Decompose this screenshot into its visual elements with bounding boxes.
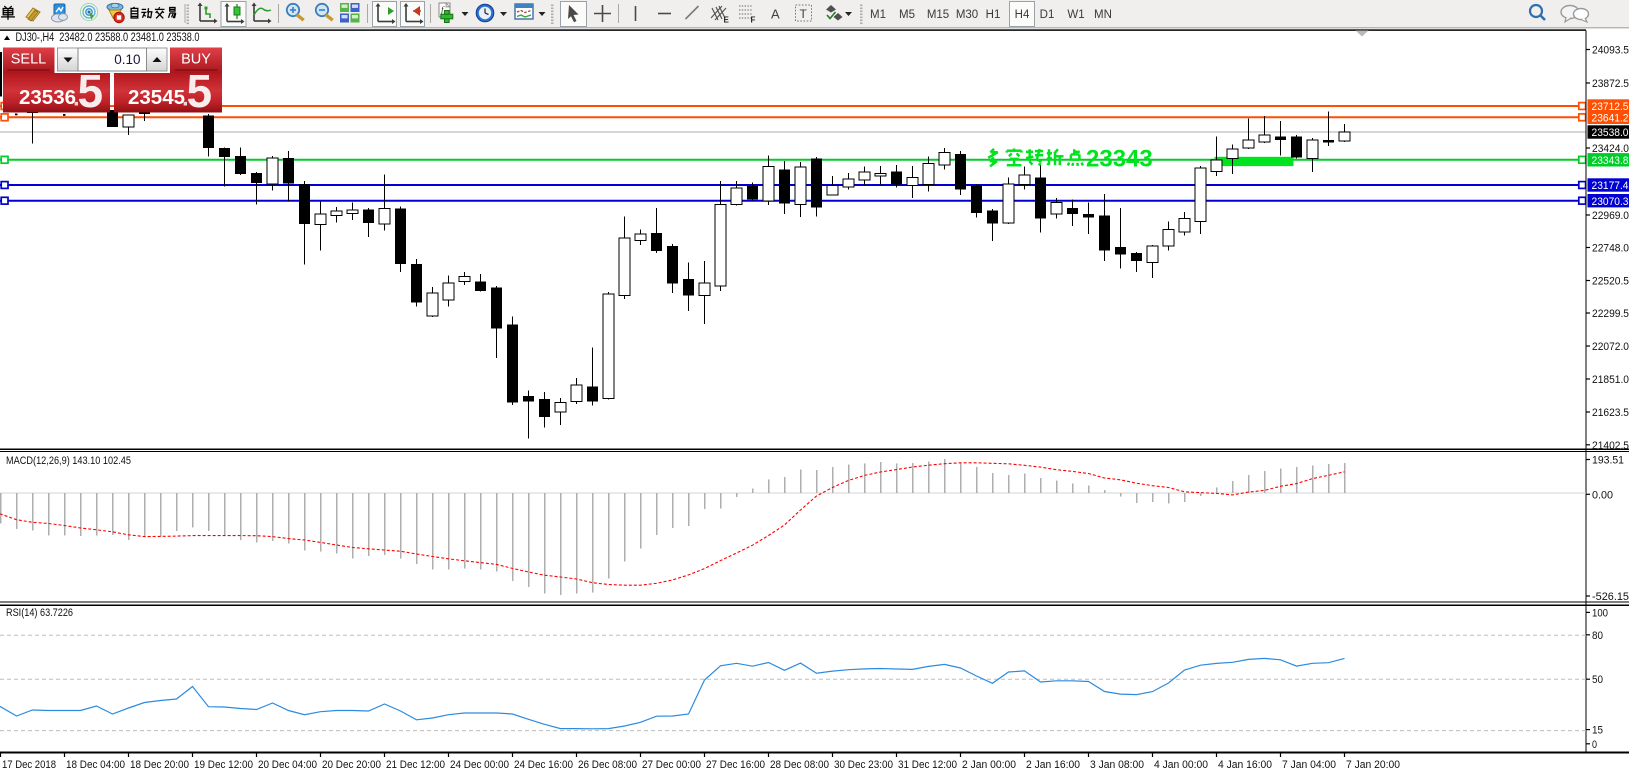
svg-text:23177.4: 23177.4 xyxy=(1592,180,1629,192)
svg-text:7 Jan 20:00: 7 Jan 20:00 xyxy=(1346,759,1400,771)
svg-text:4 Jan 00:00: 4 Jan 00:00 xyxy=(1154,759,1208,771)
svg-text:21851.0: 21851.0 xyxy=(1592,374,1629,386)
svg-text:.: . xyxy=(73,85,80,112)
svg-text:22520.5: 22520.5 xyxy=(1592,276,1629,288)
svg-text:18 Dec 04:00: 18 Dec 04:00 xyxy=(66,759,125,771)
svg-text:A: A xyxy=(771,7,780,22)
svg-text:27 Dec 00:00: 27 Dec 00:00 xyxy=(642,759,701,771)
svg-text:7 Jan 04:00: 7 Jan 04:00 xyxy=(1282,759,1336,771)
svg-text:24093.5: 24093.5 xyxy=(1592,45,1629,57)
svg-text:MN: MN xyxy=(1094,9,1112,21)
svg-text:E: E xyxy=(724,16,730,25)
svg-text:DJ30-,H4 23482.0 23588.0 2348: DJ30-,H4 23482.0 23588.0 23481.0 23538.0 xyxy=(16,32,200,44)
svg-text:50: 50 xyxy=(1592,674,1603,686)
svg-text:3 Jan 08:00: 3 Jan 08:00 xyxy=(1090,759,1144,771)
svg-text:H4: H4 xyxy=(1015,9,1030,21)
svg-text:31 Dec 12:00: 31 Dec 12:00 xyxy=(898,759,957,771)
svg-text:23872.5: 23872.5 xyxy=(1592,78,1629,90)
svg-text:23712.5: 23712.5 xyxy=(1592,101,1629,113)
svg-text:D1: D1 xyxy=(1040,9,1055,21)
svg-text:23641.2: 23641.2 xyxy=(1592,113,1629,125)
svg-text:BUY: BUY xyxy=(181,52,211,68)
svg-text:15: 15 xyxy=(1592,725,1603,737)
svg-text:30 Dec 23:00: 30 Dec 23:00 xyxy=(834,759,893,771)
svg-text:0: 0 xyxy=(1592,739,1597,751)
svg-text:21 Dec 12:00: 21 Dec 12:00 xyxy=(386,759,445,771)
svg-text:20 Dec 04:00: 20 Dec 04:00 xyxy=(258,759,317,771)
svg-text:23545: 23545 xyxy=(128,86,185,109)
svg-text:0.10: 0.10 xyxy=(114,52,140,67)
svg-text:24 Dec 16:00: 24 Dec 16:00 xyxy=(514,759,573,771)
svg-text:20 Dec 20:00: 20 Dec 20:00 xyxy=(322,759,381,771)
svg-text:F: F xyxy=(751,16,756,25)
svg-text:22072.0: 22072.0 xyxy=(1592,341,1629,353)
svg-text:SELL: SELL xyxy=(11,52,46,68)
svg-text:21623.5: 21623.5 xyxy=(1592,407,1629,419)
svg-text:23424.0: 23424.0 xyxy=(1592,143,1629,155)
svg-text:M1: M1 xyxy=(870,9,886,21)
svg-text:.: . xyxy=(182,85,189,112)
svg-text:21402.5: 21402.5 xyxy=(1592,440,1629,452)
svg-text:M15: M15 xyxy=(927,9,949,21)
svg-text:27 Dec 16:00: 27 Dec 16:00 xyxy=(706,759,765,771)
svg-text:2 Jan 00:00: 2 Jan 00:00 xyxy=(962,759,1016,771)
svg-text:80: 80 xyxy=(1592,630,1603,642)
svg-text:W1: W1 xyxy=(1067,9,1084,21)
svg-text:26 Dec 08:00: 26 Dec 08:00 xyxy=(578,759,637,771)
svg-text:MACD(12,26,9) 143.10 102.45: MACD(12,26,9) 143.10 102.45 xyxy=(6,455,131,467)
svg-text:23536: 23536 xyxy=(19,86,76,109)
svg-text:23343.8: 23343.8 xyxy=(1592,155,1629,167)
svg-text:100: 100 xyxy=(1592,607,1608,619)
svg-text:M5: M5 xyxy=(899,9,915,21)
svg-text:5: 5 xyxy=(78,65,104,117)
svg-text:0.00: 0.00 xyxy=(1592,489,1613,501)
svg-text:M30: M30 xyxy=(956,9,978,21)
svg-text:T: T xyxy=(800,7,808,21)
svg-text:-526.15: -526.15 xyxy=(1592,591,1629,603)
svg-text:f: f xyxy=(441,5,445,15)
svg-text:24 Dec 00:00: 24 Dec 00:00 xyxy=(450,759,509,771)
svg-text:193.51: 193.51 xyxy=(1592,455,1624,467)
svg-text:RSI(14) 63.7226: RSI(14) 63.7226 xyxy=(6,607,73,619)
svg-text:17 Dec 2018: 17 Dec 2018 xyxy=(2,759,56,771)
svg-text:22748.0: 22748.0 xyxy=(1592,243,1629,255)
svg-text:5: 5 xyxy=(187,65,213,117)
svg-text:22969.0: 22969.0 xyxy=(1592,210,1629,222)
svg-text:22299.5: 22299.5 xyxy=(1592,308,1629,320)
svg-text:23538.0: 23538.0 xyxy=(1592,127,1629,139)
svg-text:H1: H1 xyxy=(986,9,1001,21)
svg-text:28 Dec 08:00: 28 Dec 08:00 xyxy=(770,759,829,771)
svg-text:23070.3: 23070.3 xyxy=(1592,196,1629,208)
svg-text:23343: 23343 xyxy=(1086,146,1153,173)
svg-text:18 Dec 20:00: 18 Dec 20:00 xyxy=(130,759,189,771)
svg-text:19 Dec 12:00: 19 Dec 12:00 xyxy=(194,759,253,771)
svg-text:4 Jan 16:00: 4 Jan 16:00 xyxy=(1218,759,1272,771)
svg-text:2 Jan 16:00: 2 Jan 16:00 xyxy=(1026,759,1080,771)
